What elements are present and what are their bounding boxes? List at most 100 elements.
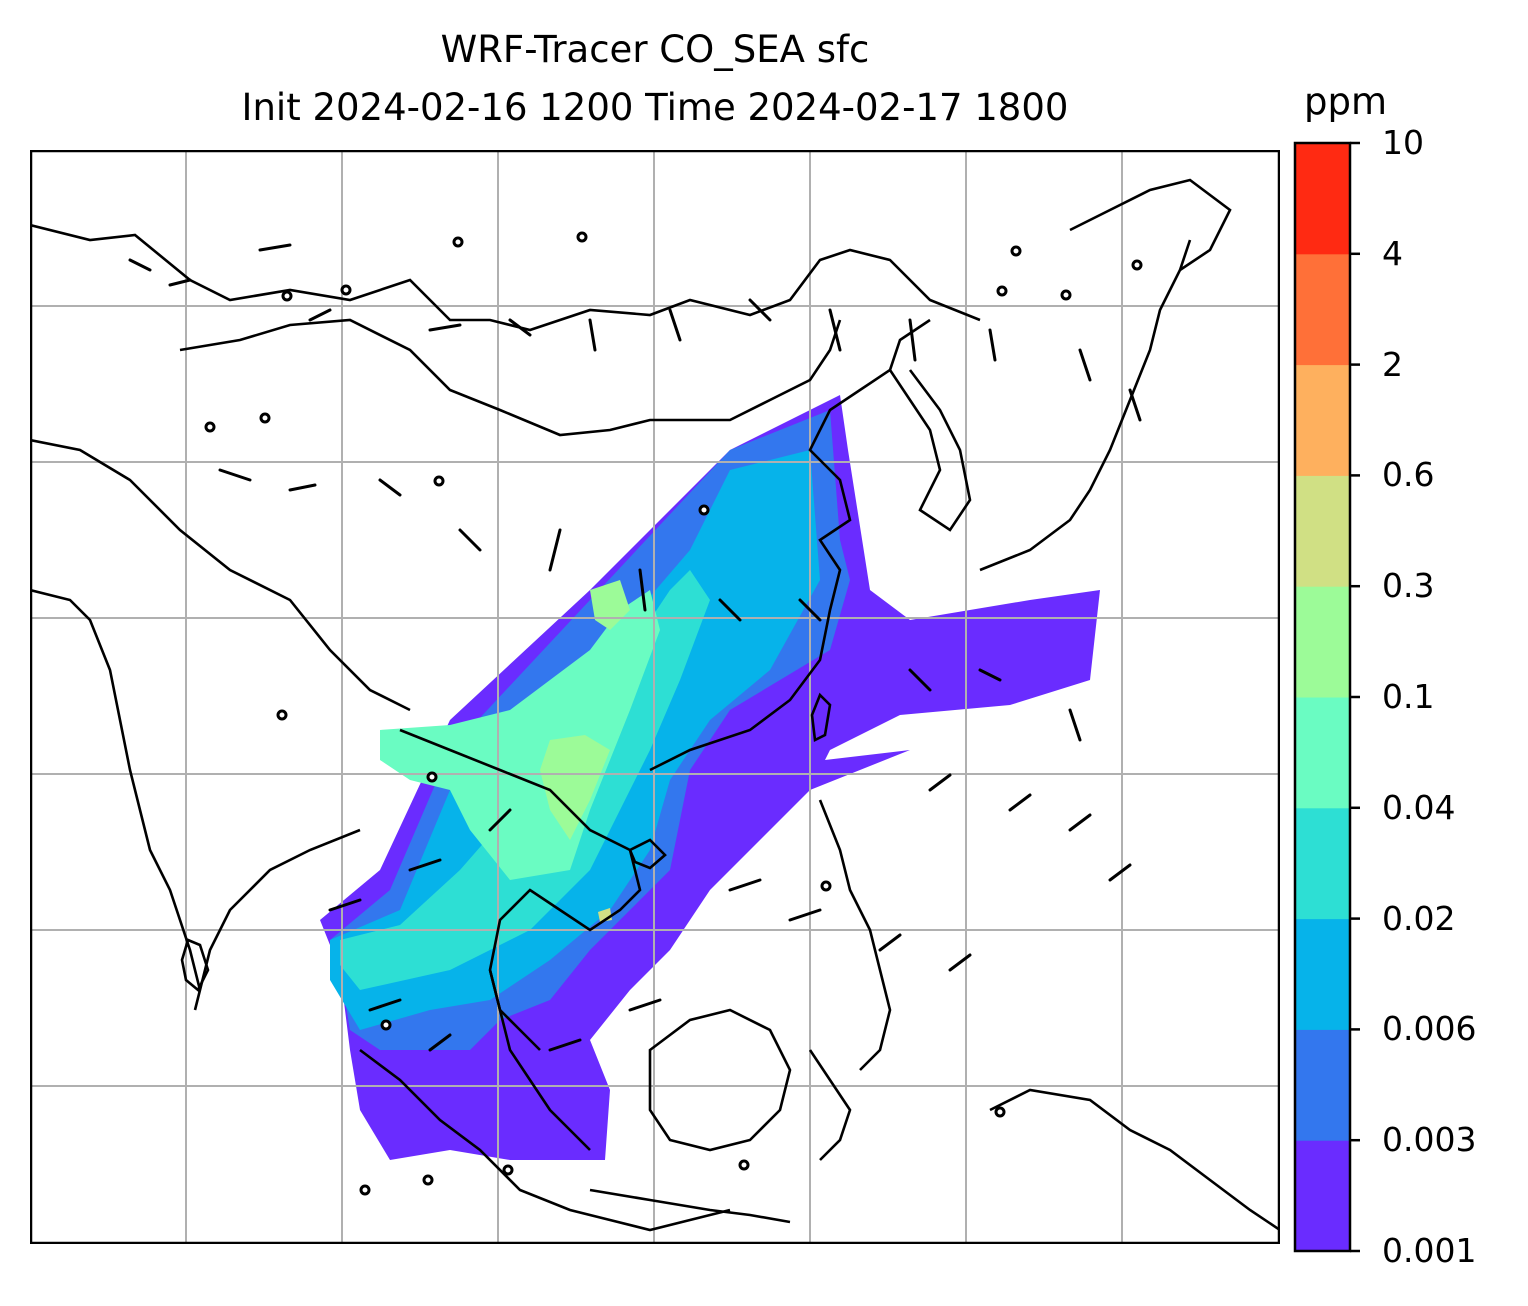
wind-barb [168,278,192,287]
calm-marker [340,284,352,296]
calm-marker [433,475,445,487]
wind-barb [218,468,252,482]
wind-barb [718,598,742,622]
calm-marker [380,1019,392,1031]
wind-barb [1108,863,1132,882]
calm-marker [359,1184,371,1196]
calm-marker [502,1164,514,1176]
china-coast [649,318,931,772]
russia-mongolia-border [30,223,981,332]
wind-barb [548,1038,582,1052]
calm-marker [276,709,288,721]
wind-barb [748,298,772,322]
wind-barb [308,308,332,322]
map-panel [30,150,1280,1244]
sri-lanka [180,938,210,993]
taiwan [810,692,832,742]
wind-barb [508,318,532,337]
colorbar-segment [1295,807,1350,920]
colorbar-tick-label: 0.6 [1382,455,1435,495]
field-level-5 [380,590,660,880]
wind-barb [1068,813,1092,832]
calm-marker [820,880,832,892]
wind-barb [1078,348,1092,382]
colorbar-segment [1295,253,1350,366]
colorbar-tick-label: 10 [1382,123,1424,162]
calm-marker [259,412,271,424]
borneo [648,1008,792,1152]
wind-barb [638,568,647,612]
colorbar-segment [1295,918,1350,1030]
himalaya-border [30,438,411,712]
wind-barb [948,953,972,972]
sulawesi [808,1049,852,1161]
colorbar-segment [1295,586,1350,698]
calm-marker [1131,259,1143,271]
wind-barb [1068,708,1082,742]
colorbar-segment [1295,1029,1350,1141]
wind-barb [788,908,822,922]
colorbar-tick-label: 0.001 [1382,1231,1477,1270]
calm-marker [422,1174,434,1186]
calm-marker [426,771,438,783]
wind-barb [428,1033,452,1052]
colorbar-segment [1295,364,1350,476]
colorbar-segment [1295,697,1350,809]
calm-marker [738,1159,750,1171]
wind-barb [878,933,902,952]
colorbar-tick-label: 4 [1382,233,1403,273]
colorbar [1293,141,1360,1253]
wind-barb [428,323,462,332]
calm-marker [1060,289,1072,301]
java [589,1188,791,1224]
calm-marker [576,231,588,243]
wind-barb [288,483,317,492]
wind-barb [258,243,292,252]
calm-marker [281,290,293,302]
colorbar-tick-label: 2 [1382,344,1403,384]
colorbar-tick-label: 0.04 [1382,787,1456,827]
map-title-line2: Init 2024-02-16 1200 Time 2024-02-17 180… [241,86,1069,129]
calm-marker [698,504,710,516]
colorbar-tick-label: 0.003 [1382,1120,1477,1160]
calm-marker [204,421,216,433]
colorbar-tick-label: 0.1 [1382,677,1435,716]
wind-barb [928,773,952,792]
map-title-line1: WRF-Tracer CO_SEA sfc [440,28,870,71]
wind-barb [828,308,842,352]
calm-marker [1010,245,1022,257]
wind-barb [978,668,1002,682]
wind-barb [728,878,762,892]
wind-barb [988,328,997,362]
korea-peninsula [888,369,972,532]
map-gridlines [30,150,1280,1244]
wind-barb [328,898,362,912]
colorbar-segment [1295,143,1350,255]
sumatra [359,1048,731,1232]
new-guinea [989,1088,1280,1232]
calm-marker [452,236,464,248]
japan-hokkaido [1069,178,1232,272]
colorbar-segment [1295,475,1350,587]
wind-barb [668,308,682,342]
wind-barbs [128,243,1142,1052]
philippines [818,799,892,1071]
india-outline [30,588,361,1011]
field-level-6 [540,735,610,840]
wind-barb [798,598,822,622]
wind-barb [548,528,562,572]
wind-barb [1128,388,1142,422]
wind-barb [1008,793,1032,812]
colorbar-tick-label: 0.006 [1382,1009,1477,1049]
wind-barb [378,478,402,497]
calm-marker [994,1106,1006,1118]
wind-barb [908,318,917,362]
wind-barb [128,258,152,272]
mongolia-china-border [179,318,842,437]
japan-outline [979,239,1192,572]
wind-barb [488,808,512,832]
wind-barb [588,318,597,352]
wind-barb [408,858,442,872]
calm-wind-markers [204,231,1143,1196]
malay-peninsula [488,969,591,1151]
